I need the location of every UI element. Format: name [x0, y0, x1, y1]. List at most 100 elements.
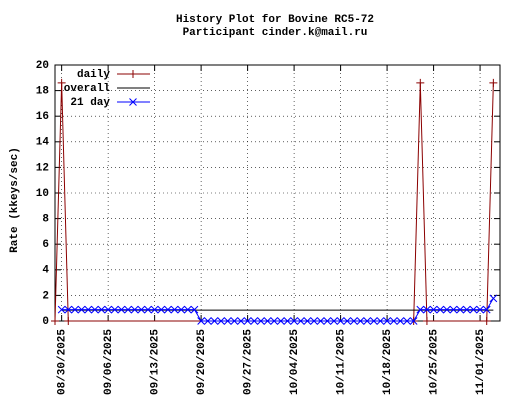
y-tick-label: 16 [36, 111, 49, 123]
marker [476, 305, 484, 314]
marker [416, 305, 425, 314]
x-tick-label: 09/27/2025 [243, 329, 255, 395]
marker [64, 317, 73, 325]
y-tick-label: 12 [36, 162, 49, 174]
x-tick-label: 10/25/2025 [428, 329, 440, 395]
marker [183, 305, 192, 314]
marker [157, 305, 166, 314]
marker [243, 317, 252, 325]
marker [223, 317, 232, 325]
marker [383, 317, 391, 325]
marker [129, 70, 137, 78]
y-tick-label: 8 [42, 214, 49, 226]
marker [336, 317, 345, 325]
marker [110, 305, 119, 314]
marker [57, 305, 66, 314]
marker [130, 305, 139, 314]
marker [97, 305, 106, 314]
x-tick-label: 09/20/2025 [196, 329, 208, 395]
marker [124, 305, 132, 314]
marker [296, 317, 305, 325]
marker [376, 317, 385, 325]
x-tick-label: 10/18/2025 [382, 329, 394, 395]
marker [197, 317, 205, 325]
marker [250, 317, 259, 325]
marker [469, 305, 478, 314]
marker [51, 317, 59, 325]
legend-label: 21 day [70, 97, 110, 109]
x-tick-label: 10/11/2025 [336, 329, 348, 395]
marker [144, 305, 152, 314]
x-tick-label: 08/30/2025 [57, 329, 69, 395]
marker [489, 294, 498, 303]
x-tick-label: 09/13/2025 [150, 329, 162, 395]
marker [303, 317, 312, 325]
marker [64, 305, 73, 314]
legend-label: overall [64, 83, 111, 95]
marker [323, 317, 332, 325]
marker [263, 317, 272, 325]
marker [363, 317, 372, 325]
x-tick-label: 11/01/2025 [475, 329, 487, 395]
line [61, 298, 494, 322]
marker [283, 317, 292, 325]
marker [177, 305, 186, 314]
marker [210, 317, 219, 325]
marker [71, 305, 79, 314]
y-tick-label: 6 [42, 239, 49, 251]
legend-label: daily [77, 69, 110, 81]
marker [117, 305, 126, 314]
y-tick-label: 2 [42, 290, 49, 302]
marker [190, 305, 199, 314]
marker [164, 305, 172, 314]
marker [104, 305, 112, 314]
marker [443, 305, 451, 314]
marker [456, 305, 465, 314]
marker [396, 317, 405, 325]
marker [276, 317, 285, 325]
marker [57, 78, 66, 87]
marker [482, 305, 491, 314]
y-axis-label: Rate (kkeys/sec) [9, 147, 21, 253]
y-tick-label: 14 [36, 137, 50, 149]
marker [290, 317, 298, 325]
marker [217, 317, 225, 325]
y-tick-label: 18 [36, 86, 50, 98]
marker [129, 98, 137, 106]
marker [90, 305, 99, 314]
marker [330, 317, 338, 325]
chart-subtitle: Participant cinder.k@mail.ru [183, 27, 368, 39]
marker [436, 305, 445, 314]
marker [84, 305, 93, 314]
marker [449, 305, 458, 314]
marker [310, 317, 318, 325]
marker [230, 317, 239, 325]
marker [203, 317, 212, 325]
marker [409, 317, 418, 325]
marker [356, 317, 365, 325]
marker [429, 305, 438, 314]
y-tick-label: 10 [36, 188, 49, 200]
marker [482, 317, 491, 325]
marker [489, 78, 498, 87]
y-tick-label: 4 [42, 265, 49, 277]
marker [137, 305, 146, 314]
marker [416, 78, 425, 87]
x-tick-label: 10/04/2025 [289, 329, 301, 395]
y-tick-label: 20 [36, 60, 49, 72]
marker [422, 317, 431, 325]
marker [343, 317, 352, 325]
marker [389, 317, 398, 325]
chart-title: History Plot for Bovine RC5-72 [176, 14, 374, 26]
marker [237, 317, 245, 325]
marker [316, 317, 325, 325]
x-tick-label: 09/06/2025 [103, 329, 115, 395]
marker [462, 305, 471, 314]
line [54, 82, 494, 322]
marker [77, 305, 86, 314]
marker [170, 305, 179, 314]
marker [403, 317, 411, 325]
